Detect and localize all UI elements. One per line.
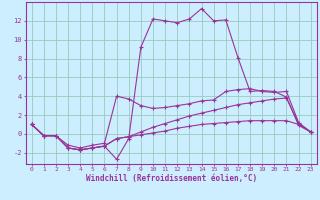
- X-axis label: Windchill (Refroidissement éolien,°C): Windchill (Refroidissement éolien,°C): [86, 174, 257, 183]
